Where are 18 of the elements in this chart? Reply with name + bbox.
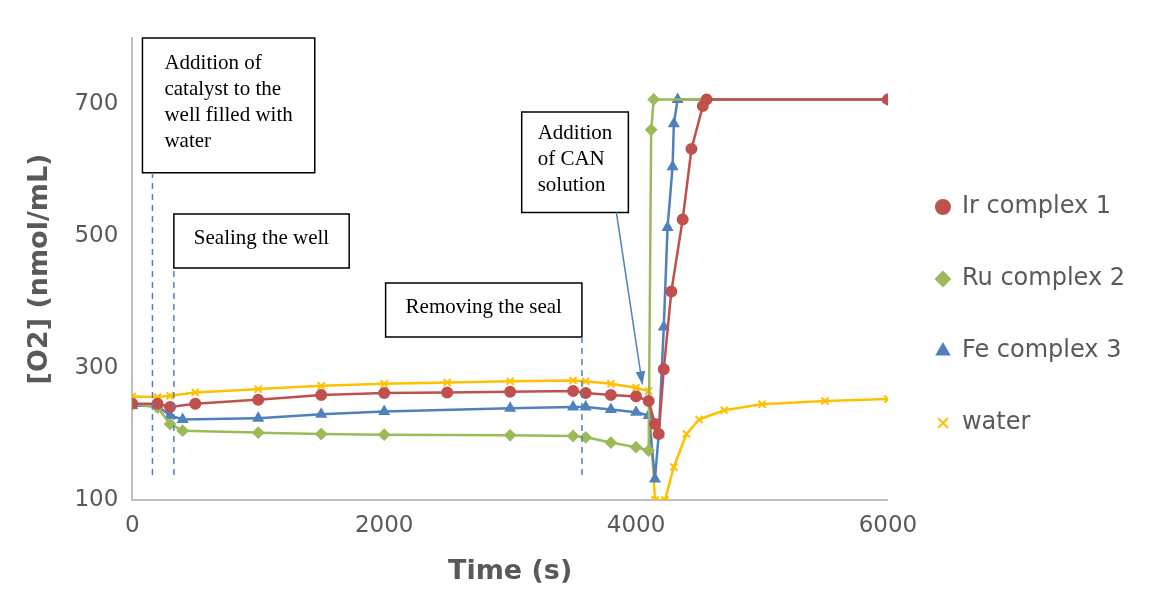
ref-line-label: Removing the seal bbox=[405, 294, 563, 319]
x-tick-label: 6000 bbox=[858, 510, 918, 537]
legend-label: water bbox=[961, 407, 1031, 436]
y-tick-label: 100 bbox=[74, 484, 119, 511]
legend-label: Ru complex 2 bbox=[961, 263, 1125, 292]
ref-line-label: Addition of catalyst to the well filled with water bbox=[164, 50, 294, 153]
y-tick-label: 500 bbox=[74, 220, 119, 247]
legend-label: Fe complex 3 bbox=[961, 335, 1122, 364]
x-tick-label: 4000 bbox=[606, 510, 666, 537]
x-tick-label: 0 bbox=[124, 510, 140, 537]
ref-line-label: Sealing the well bbox=[193, 225, 330, 250]
y-tick-label: 300 bbox=[74, 352, 119, 379]
annotation: Addition of CAN solution bbox=[537, 120, 613, 197]
y-tick-label: 700 bbox=[74, 88, 119, 115]
y-axis-title: [O2] (nmol/mL) bbox=[22, 153, 54, 385]
legend-label: Ir complex 1 bbox=[961, 191, 1112, 220]
x-tick-label: 2000 bbox=[354, 510, 414, 537]
x-axis-title: Time (s) bbox=[447, 553, 573, 585]
